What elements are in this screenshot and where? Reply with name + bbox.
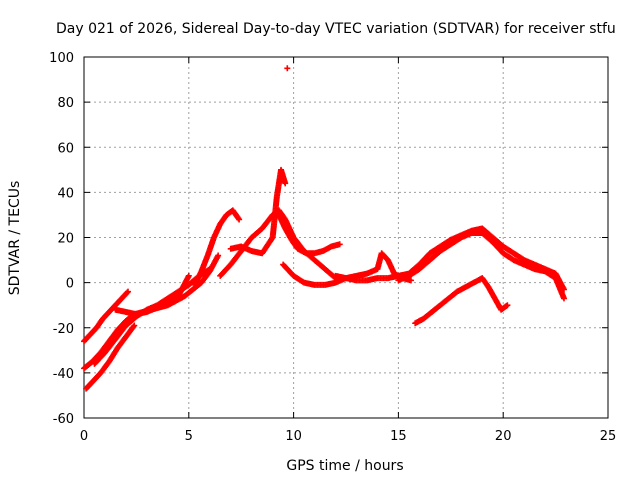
point-track-1 (125, 288, 132, 295)
y-tick-labels: -60 -40 -20 0 20 40 60 80 100 (49, 51, 74, 427)
point-track-1 (124, 289, 131, 296)
y-tick-label: 100 (49, 51, 74, 66)
y-tick-label: -20 (53, 322, 74, 337)
point-track-9 (336, 241, 343, 248)
x-tick-label: 5 (185, 429, 193, 444)
x-tick-labels: 0 5 10 15 20 25 (80, 429, 616, 444)
y-tick-label: -40 (53, 367, 74, 382)
y-tick-label: 40 (57, 186, 74, 201)
point-track-12 (560, 295, 567, 302)
point-track-5 (185, 272, 192, 279)
y-tick-label: 60 (57, 141, 74, 156)
point-track-2 (215, 252, 222, 259)
point-outlier (284, 65, 291, 72)
point-track-3 (130, 323, 137, 330)
x-tick-label: 10 (285, 429, 302, 444)
x-tick-label: 20 (495, 429, 512, 444)
point-track-13 (504, 302, 511, 309)
y-tick-label: 0 (66, 277, 74, 292)
point-track-8 (282, 180, 289, 187)
y-axis-label: SDTVAR / TECUs (7, 181, 23, 296)
point-track-3 (131, 322, 138, 329)
grid (84, 57, 608, 418)
y-tick-label: 20 (57, 232, 74, 247)
point-track-4 (206, 266, 213, 273)
x-axis-label: GPS time / hours (286, 458, 403, 474)
x-tick-label: 25 (600, 429, 617, 444)
y-tick-label: -60 (53, 412, 74, 427)
point-track-6 (236, 216, 243, 223)
x-tick-label: 15 (390, 429, 407, 444)
ticks (83, 56, 609, 419)
point-track-10 (407, 277, 414, 284)
chart-title: Day 021 of 2026, Sidereal Day-to-day VTE… (56, 21, 616, 37)
data-points (81, 65, 567, 392)
y-tick-label: 80 (57, 96, 74, 111)
x-tick-label: 0 (80, 429, 88, 444)
